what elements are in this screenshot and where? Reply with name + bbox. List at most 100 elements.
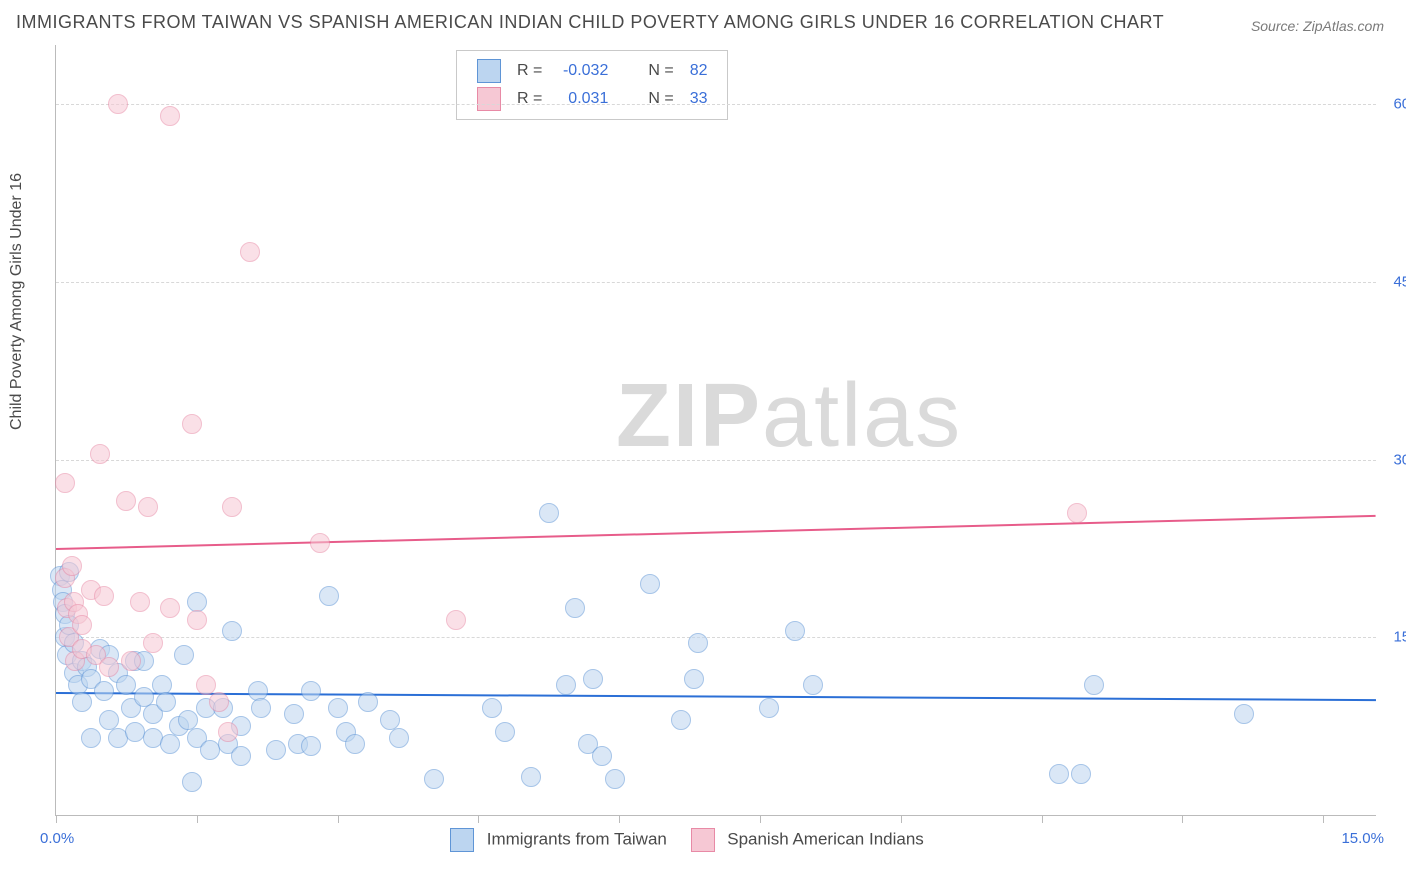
y-tick-label: 15.0%: [1393, 629, 1406, 646]
swatch-bottom-taiwan: [450, 828, 474, 852]
data-point-taiwan: [116, 675, 136, 695]
x-tick: [1323, 815, 1324, 823]
data-point-taiwan: [1234, 704, 1254, 724]
data-point-spanish: [55, 473, 75, 493]
watermark-atlas: atlas: [762, 366, 962, 466]
data-point-spanish: [130, 592, 150, 612]
data-point-taiwan: [424, 769, 444, 789]
chart-title: IMMIGRANTS FROM TAIWAN VS SPANISH AMERIC…: [16, 12, 1164, 33]
x-tick: [619, 815, 620, 823]
watermark: ZIPatlas: [616, 365, 962, 468]
data-point-taiwan: [1049, 764, 1069, 784]
series-legend: Immigrants from Taiwan Spanish American …: [450, 828, 924, 852]
data-point-taiwan: [389, 728, 409, 748]
gridline: [56, 104, 1376, 105]
data-point-taiwan: [328, 698, 348, 718]
data-point-taiwan: [592, 746, 612, 766]
source-label: Source: ZipAtlas.com: [1251, 18, 1384, 34]
x-axis-min-label: 0.0%: [40, 830, 74, 847]
data-point-taiwan: [251, 698, 271, 718]
watermark-zip: ZIP: [616, 366, 762, 466]
x-tick: [760, 815, 761, 823]
data-point-taiwan: [266, 740, 286, 760]
x-tick: [901, 815, 902, 823]
data-point-taiwan: [539, 503, 559, 523]
data-point-taiwan: [182, 772, 202, 792]
y-tick-label: 45.0%: [1393, 273, 1406, 290]
data-point-taiwan: [640, 574, 660, 594]
data-point-taiwan: [222, 621, 242, 641]
data-point-taiwan: [1084, 675, 1104, 695]
data-point-taiwan: [319, 586, 339, 606]
data-point-taiwan: [495, 722, 515, 742]
r-value-spanish: 0.031: [550, 85, 616, 113]
legend-row-spanish: R = 0.031 N = 33: [469, 85, 715, 113]
x-tick: [478, 815, 479, 823]
data-point-spanish: [116, 491, 136, 511]
data-point-spanish: [99, 657, 119, 677]
data-point-taiwan: [671, 710, 691, 730]
data-point-taiwan: [301, 736, 321, 756]
legend-row-taiwan: R = -0.032 N = 82: [469, 57, 715, 85]
data-point-spanish: [182, 414, 202, 434]
data-point-spanish: [94, 586, 114, 606]
data-point-spanish: [446, 610, 466, 630]
data-point-spanish: [90, 444, 110, 464]
data-point-taiwan: [785, 621, 805, 641]
data-point-taiwan: [81, 728, 101, 748]
data-point-taiwan: [152, 675, 172, 695]
r-label: R =: [509, 57, 550, 85]
y-tick-label: 60.0%: [1393, 96, 1406, 113]
data-point-spanish: [1067, 503, 1087, 523]
data-point-spanish: [108, 94, 128, 114]
data-point-taiwan: [94, 681, 114, 701]
data-point-spanish: [209, 692, 229, 712]
data-point-taiwan: [156, 692, 176, 712]
trend-line-spanish: [56, 515, 1376, 550]
data-point-spanish: [72, 615, 92, 635]
data-point-spanish: [160, 598, 180, 618]
gridline: [56, 282, 1376, 283]
data-point-taiwan: [583, 669, 603, 689]
swatch-taiwan: [477, 59, 501, 83]
data-point-spanish: [222, 497, 242, 517]
data-point-taiwan: [605, 769, 625, 789]
y-tick-label: 30.0%: [1393, 451, 1406, 468]
data-point-spanish: [160, 106, 180, 126]
x-tick: [56, 815, 57, 823]
data-point-spanish: [121, 651, 141, 671]
swatch-bottom-spanish: [691, 828, 715, 852]
n-value-taiwan: 82: [682, 57, 716, 85]
data-point-taiwan: [174, 645, 194, 665]
data-point-spanish: [143, 633, 163, 653]
data-point-taiwan: [72, 692, 92, 712]
data-point-spanish: [138, 497, 158, 517]
swatch-spanish: [477, 87, 501, 111]
data-point-taiwan: [565, 598, 585, 618]
series-label-spanish: Spanish American Indians: [727, 829, 924, 848]
series-label-taiwan: Immigrants from Taiwan: [487, 829, 667, 848]
data-point-taiwan: [521, 767, 541, 787]
y-axis-label: Child Poverty Among Girls Under 16: [8, 173, 26, 430]
correlation-legend: R = -0.032 N = 82 R = 0.031 N = 33: [456, 50, 728, 120]
data-point-taiwan: [684, 669, 704, 689]
data-point-taiwan: [688, 633, 708, 653]
data-point-spanish: [196, 675, 216, 695]
x-tick: [197, 815, 198, 823]
data-point-spanish: [218, 722, 238, 742]
data-point-spanish: [240, 242, 260, 262]
n-label: N =: [640, 85, 681, 113]
x-tick: [1182, 815, 1183, 823]
chart-plot-area: ZIPatlas R = -0.032 N = 82 R = 0.031 N =…: [55, 45, 1376, 816]
r-value-taiwan: -0.032: [550, 57, 616, 85]
data-point-taiwan: [231, 746, 251, 766]
x-tick: [1042, 815, 1043, 823]
r-label: R =: [509, 85, 550, 113]
n-value-spanish: 33: [682, 85, 716, 113]
data-point-taiwan: [803, 675, 823, 695]
data-point-taiwan: [160, 734, 180, 754]
data-point-taiwan: [301, 681, 321, 701]
data-point-taiwan: [284, 704, 304, 724]
gridline: [56, 637, 1376, 638]
data-point-taiwan: [556, 675, 576, 695]
